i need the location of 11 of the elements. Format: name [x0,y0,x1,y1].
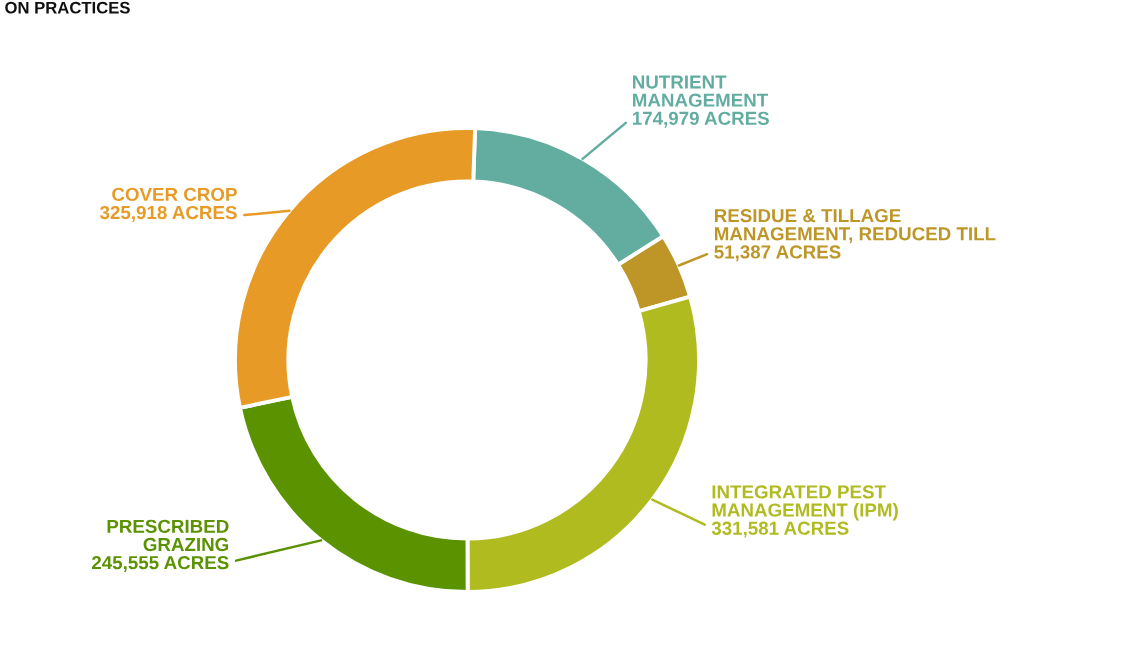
data-label: 325,918 ACRES [99,205,237,222]
slice-label: INTEGRATED PEST MANAGEMENT (IPM) [712,485,898,521]
chart-title: ON PRACTICES [5,1,130,14]
data-label: 174,979 ACRES [632,111,769,128]
data-label: 51,387 ACRES [714,245,841,262]
data-label: 331,581 ACRES [711,521,849,538]
slice-label: COVER CROP [112,187,237,202]
data-label: 245,555 ACRES [92,556,229,572]
slice-label: PRESCRIBED GRAZING [107,519,229,552]
slice-label: RESIDUE & TILLAGE MANAGEMENT, REDUCED TILL [715,208,996,244]
slice-label: NUTRIENT MANAGEMENT [633,75,769,107]
